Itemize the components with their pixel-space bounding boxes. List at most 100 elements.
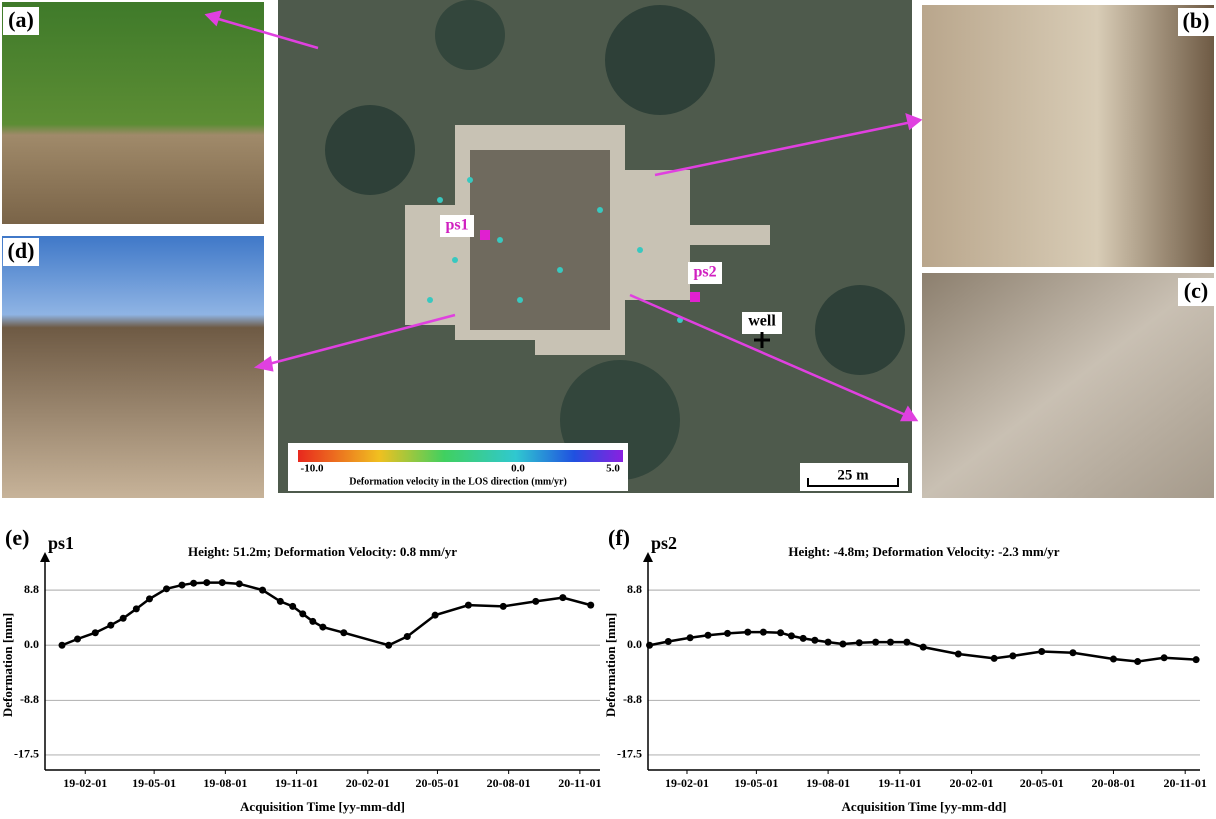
data-point bbox=[179, 582, 186, 589]
photo-d bbox=[2, 236, 264, 498]
y-tick-label: -17.5 bbox=[617, 747, 642, 761]
data-point bbox=[920, 644, 927, 651]
x-tick-label: 19-08-01 bbox=[806, 776, 850, 790]
data-point bbox=[236, 580, 243, 587]
x-tick-label: 20-05-01 bbox=[415, 776, 459, 790]
data-point bbox=[92, 629, 99, 636]
y-axis-arrow bbox=[40, 552, 50, 562]
data-point bbox=[872, 639, 879, 646]
panel-label: (e) bbox=[5, 525, 29, 550]
data-point bbox=[465, 602, 472, 609]
data-point bbox=[219, 579, 226, 586]
data-point bbox=[432, 612, 439, 619]
y-tick-label: 8.8 bbox=[627, 582, 642, 596]
marker-label: well bbox=[748, 313, 776, 330]
marker-label: ps2 bbox=[693, 264, 716, 281]
x-tick-label: 19-05-01 bbox=[132, 776, 176, 790]
x-tick-label: 19-05-01 bbox=[734, 776, 778, 790]
data-point bbox=[404, 633, 411, 640]
data-point bbox=[277, 598, 284, 605]
panel-label: (a) bbox=[8, 7, 34, 32]
data-point bbox=[887, 639, 894, 646]
data-point bbox=[760, 629, 767, 636]
y-axis-label: Deformation [mm] bbox=[603, 613, 618, 717]
y-tick-label: 8.8 bbox=[24, 582, 39, 596]
data-point bbox=[991, 655, 998, 662]
data-point bbox=[319, 624, 326, 631]
data-point bbox=[59, 642, 66, 649]
data-point bbox=[1069, 649, 1076, 656]
data-point bbox=[289, 603, 296, 610]
y-axis-arrow bbox=[643, 552, 653, 562]
data-point bbox=[163, 585, 170, 592]
x-axis-label: Acquisition Time [yy-mm-dd] bbox=[240, 799, 405, 814]
x-tick-label: 20-02-01 bbox=[950, 776, 994, 790]
data-point bbox=[1193, 656, 1200, 663]
data-point bbox=[839, 641, 846, 648]
data-point bbox=[309, 618, 316, 625]
data-point bbox=[665, 638, 672, 645]
data-point bbox=[646, 642, 653, 649]
data-point bbox=[385, 642, 392, 649]
data-point bbox=[724, 630, 731, 637]
data-point bbox=[777, 629, 784, 636]
x-tick-label: 20-08-01 bbox=[487, 776, 531, 790]
data-point bbox=[705, 632, 712, 639]
photo-b bbox=[922, 5, 1214, 267]
data-point bbox=[903, 639, 910, 646]
y-tick-label: -8.8 bbox=[20, 692, 39, 706]
data-point bbox=[856, 639, 863, 646]
data-point bbox=[74, 635, 81, 642]
colorbar bbox=[298, 450, 623, 462]
x-tick-label: 20-02-01 bbox=[346, 776, 390, 790]
data-point bbox=[1161, 654, 1168, 661]
x-tick-label: 19-11-01 bbox=[878, 776, 921, 790]
chart-title: ps1 bbox=[48, 533, 74, 553]
tree bbox=[435, 0, 505, 70]
data-point bbox=[800, 635, 807, 642]
panel-label: (f) bbox=[608, 525, 630, 550]
colorbar-tick: -10.0 bbox=[301, 463, 324, 475]
x-tick-label: 20-11-01 bbox=[558, 776, 601, 790]
data-point bbox=[532, 598, 539, 605]
x-tick-label: 19-11-01 bbox=[275, 776, 318, 790]
data-point bbox=[1110, 656, 1117, 663]
temple bbox=[470, 150, 610, 330]
figure: (a) (b) (c) (d) ps1 ps2 well -10.0 0.0 5… bbox=[0, 0, 1216, 819]
series-line bbox=[62, 583, 591, 646]
tree bbox=[815, 285, 905, 375]
data-point bbox=[299, 610, 306, 617]
data-point bbox=[190, 580, 197, 587]
data-point bbox=[559, 594, 566, 601]
panel-label: (d) bbox=[8, 238, 35, 263]
colorbar-label: Deformation velocity in the LOS directio… bbox=[349, 476, 567, 487]
chart-subtitle: Height: -4.8m; Deformation Velocity: -2.… bbox=[788, 544, 1059, 559]
data-point bbox=[120, 615, 127, 622]
x-tick-label: 19-02-01 bbox=[665, 776, 709, 790]
panel-label: (c) bbox=[1184, 278, 1208, 303]
charts: (e) ps1 Height: 51.2m; Deformation Velocit… bbox=[0, 525, 1207, 814]
data-point bbox=[744, 629, 751, 636]
x-axis-label: Acquisition Time [yy-mm-dd] bbox=[842, 799, 1007, 814]
y-tick-label: -17.5 bbox=[14, 747, 39, 761]
y-tick-label: -8.8 bbox=[623, 692, 642, 706]
tree bbox=[605, 5, 715, 115]
ps1-marker bbox=[480, 230, 490, 240]
data-point bbox=[1134, 658, 1141, 665]
data-point bbox=[203, 579, 210, 586]
tree bbox=[325, 105, 415, 195]
x-tick-label: 20-05-01 bbox=[1020, 776, 1064, 790]
data-point bbox=[133, 605, 140, 612]
data-point bbox=[788, 632, 795, 639]
data-point bbox=[811, 637, 818, 644]
data-point bbox=[259, 587, 266, 594]
chart-subtitle: Height: 51.2m; Deformation Velocity: 0.8… bbox=[188, 544, 457, 559]
x-tick-label: 19-02-01 bbox=[63, 776, 107, 790]
photo-c bbox=[922, 273, 1214, 498]
marker-label: ps1 bbox=[445, 217, 468, 234]
chart-title: ps2 bbox=[651, 533, 677, 553]
y-tick-label: 0.0 bbox=[627, 637, 642, 651]
data-point bbox=[107, 622, 114, 629]
data-point bbox=[687, 634, 694, 641]
x-tick-label: 19-08-01 bbox=[203, 776, 247, 790]
